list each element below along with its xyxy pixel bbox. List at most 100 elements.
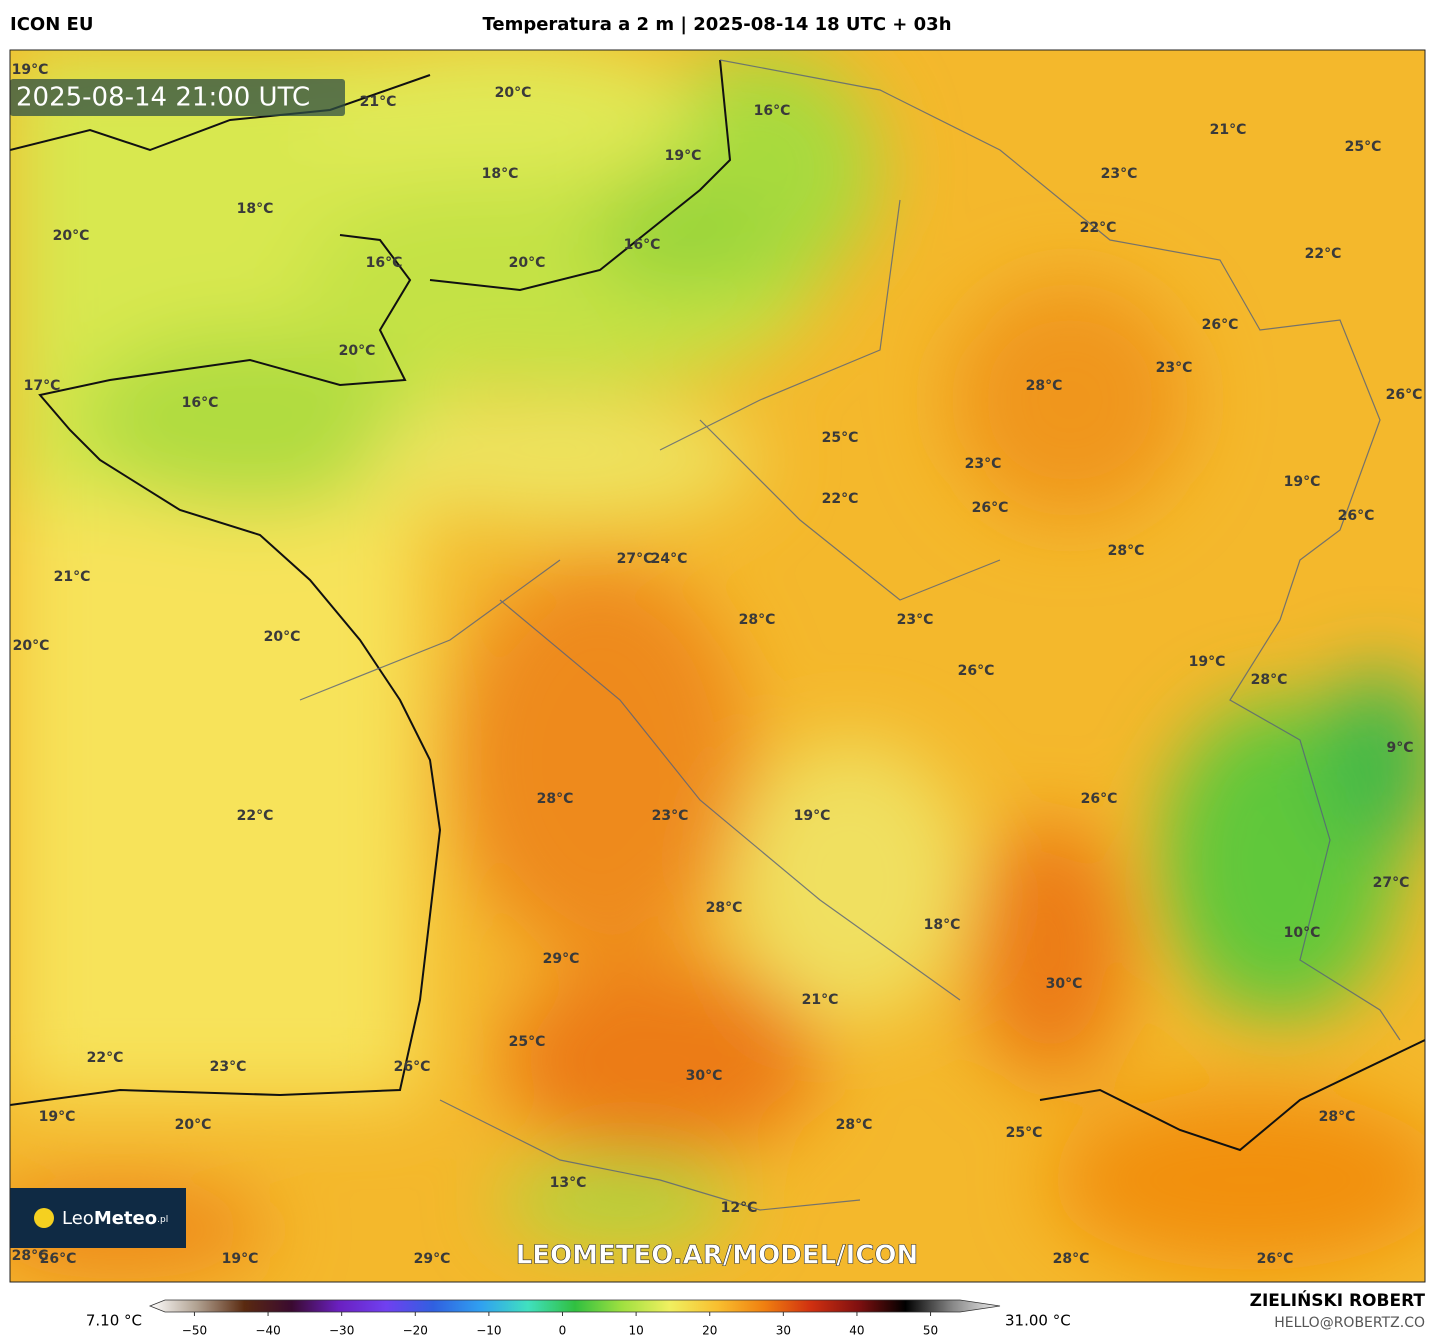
temperature-label: 22°C bbox=[822, 491, 859, 507]
temperature-label: 16°C bbox=[366, 255, 403, 271]
colorbar-tick-label: 10 bbox=[628, 1324, 643, 1338]
temperature-label: 19°C bbox=[1189, 654, 1226, 670]
temperature-label: 26°C bbox=[1386, 387, 1423, 403]
colorbar-max: 31.00 °C bbox=[1005, 1312, 1071, 1330]
temperature-label: 23°C bbox=[965, 456, 1002, 472]
temperature-label: 23°C bbox=[210, 1059, 247, 1075]
temperature-label: 26°C bbox=[1202, 317, 1239, 333]
colorbar-tick-label: −10 bbox=[476, 1324, 501, 1338]
temperature-label: 29°C bbox=[543, 951, 580, 967]
temperature-label: 20°C bbox=[339, 343, 376, 359]
temperature-label: 23°C bbox=[1101, 166, 1138, 182]
temperature-label: 25°C bbox=[1345, 139, 1382, 155]
colorbar-tick-label: 20 bbox=[702, 1324, 717, 1338]
temperature-label: 26°C bbox=[40, 1251, 77, 1267]
temperature-label: 23°C bbox=[1156, 360, 1193, 376]
borders bbox=[299, 59, 1401, 1211]
temperature-label: 25°C bbox=[1006, 1125, 1043, 1141]
temperature-label: 19°C bbox=[222, 1251, 259, 1267]
logo-sun bbox=[34, 1208, 54, 1228]
temperature-label: 19°C bbox=[1284, 474, 1321, 490]
temperature-label: 30°C bbox=[686, 1068, 723, 1084]
temperature-label: 20°C bbox=[509, 255, 546, 271]
watermark: LEOMETEO.AR/MODEL/ICON bbox=[516, 1241, 919, 1271]
temperature-label: 10°C bbox=[1284, 925, 1321, 941]
temperature-label: 22°C bbox=[87, 1050, 124, 1066]
colorbar-tick-label: 30 bbox=[776, 1324, 791, 1338]
temperature-label: 26°C bbox=[1081, 791, 1118, 807]
temperature-label: 21°C bbox=[1210, 122, 1247, 138]
temperature-label: 23°C bbox=[652, 808, 689, 824]
temperature-label: 18°C bbox=[924, 917, 961, 933]
temperature-label: 29°C bbox=[414, 1251, 451, 1267]
temperature-label: 28°C bbox=[706, 900, 743, 916]
temperature-label: 9°C bbox=[1386, 740, 1413, 756]
temperature-label: 24°C bbox=[651, 551, 688, 567]
temperature-label: 21°C bbox=[802, 992, 839, 1008]
temperature-label: 20°C bbox=[175, 1117, 212, 1133]
temperature-label: 13°C bbox=[550, 1175, 587, 1191]
temperature-label: 28°C bbox=[1319, 1109, 1356, 1125]
temperature-label: 12°C bbox=[721, 1200, 758, 1216]
temperature-label: 16°C bbox=[624, 237, 661, 253]
map-frame bbox=[9, 49, 1426, 1283]
temperature-label: 20°C bbox=[13, 638, 50, 654]
temperature-label: 21°C bbox=[54, 569, 91, 585]
temperature-labels: 19°C 21°C 20°C 16°C 21°C 25°C 19°C 18°C 23°C 18°C… bbox=[12, 62, 1423, 1267]
temperature-label: 23°C bbox=[897, 612, 934, 628]
temperature-label: 16°C bbox=[182, 395, 219, 411]
coastline bbox=[10, 59, 1425, 1152]
model-name: ICON EU bbox=[10, 14, 93, 35]
temperature-label: 26°C bbox=[1338, 508, 1375, 524]
colorbar-tick-label: 40 bbox=[849, 1324, 864, 1338]
colorbar-tick-label: −40 bbox=[255, 1324, 280, 1338]
temperature-label: 27°C bbox=[1373, 875, 1410, 891]
temperature-label: 19°C bbox=[12, 62, 49, 78]
temperature-label: 22°C bbox=[1305, 246, 1342, 262]
temperature-label: 28°C bbox=[836, 1117, 873, 1133]
temperature-label: 25°C bbox=[509, 1034, 546, 1050]
colorbar-tick-label: 0 bbox=[559, 1324, 567, 1338]
temperature-label: 25°C bbox=[822, 430, 859, 446]
logo-text: LeoMeteo.pl bbox=[62, 1208, 168, 1229]
temperature-label: 19°C bbox=[39, 1109, 76, 1125]
temperature-label: 30°C bbox=[1046, 976, 1083, 992]
author: ZIELIŃSKI ROBERT bbox=[1250, 1289, 1426, 1311]
temperature-label: 22°C bbox=[1080, 220, 1117, 236]
temperature-label: 16°C bbox=[754, 103, 791, 119]
time-box bbox=[10, 79, 345, 116]
temperature-label: 28°C bbox=[1026, 378, 1063, 394]
temperature-label: 27°C bbox=[617, 551, 654, 567]
temperature-label: 17°C bbox=[24, 378, 61, 394]
temperature-label: 26°C bbox=[1257, 1251, 1294, 1267]
map-title: Temperatura a 2 m | 2025-08-14 18 UTC + … bbox=[482, 14, 951, 35]
temperature-label: 28°C bbox=[1108, 543, 1145, 559]
temperature-field: 19°C 21°C 20°C 16°C 21°C 25°C 19°C 18°C 23°C 18°C… bbox=[10, 50, 1425, 1282]
temperature-label: 19°C bbox=[794, 808, 831, 824]
temperature-label: 28°C bbox=[739, 612, 776, 628]
colorbar-tick-label: −30 bbox=[329, 1324, 354, 1338]
colorbar-min: 7.10 °C bbox=[86, 1312, 142, 1330]
logo-light: Leo bbox=[62, 1208, 94, 1229]
temperature-label: 22°C bbox=[237, 808, 274, 824]
logo-suffix: .pl bbox=[157, 1215, 168, 1225]
temperature-label: 18°C bbox=[482, 166, 519, 182]
colorbar: −50 −40 −30 −20 −10 0 10 20 30 40 50 bbox=[148, 1299, 1001, 1338]
valid-time: 2025-08-14 21:00 UTC bbox=[16, 83, 310, 113]
temperature-label: 28°C bbox=[1251, 672, 1288, 688]
colorbar-tick-label: −20 bbox=[403, 1324, 428, 1338]
colorbar-tick-label: −50 bbox=[182, 1324, 207, 1338]
temperature-label: 19°C bbox=[665, 148, 702, 164]
temperature-label: 20°C bbox=[495, 85, 532, 101]
temperature-label: 18°C bbox=[237, 201, 274, 217]
temperature-label: 20°C bbox=[264, 629, 301, 645]
temperature-label: 28°C bbox=[12, 1248, 49, 1264]
temperature-label: 28°C bbox=[537, 791, 574, 807]
temperature-label: 28°C bbox=[1053, 1251, 1090, 1267]
temperature-label: 26°C bbox=[972, 500, 1009, 516]
colorbar-tick-label: 50 bbox=[923, 1324, 938, 1338]
temperature-label: 20°C bbox=[53, 228, 90, 244]
temperature-label: 26°C bbox=[394, 1059, 431, 1075]
